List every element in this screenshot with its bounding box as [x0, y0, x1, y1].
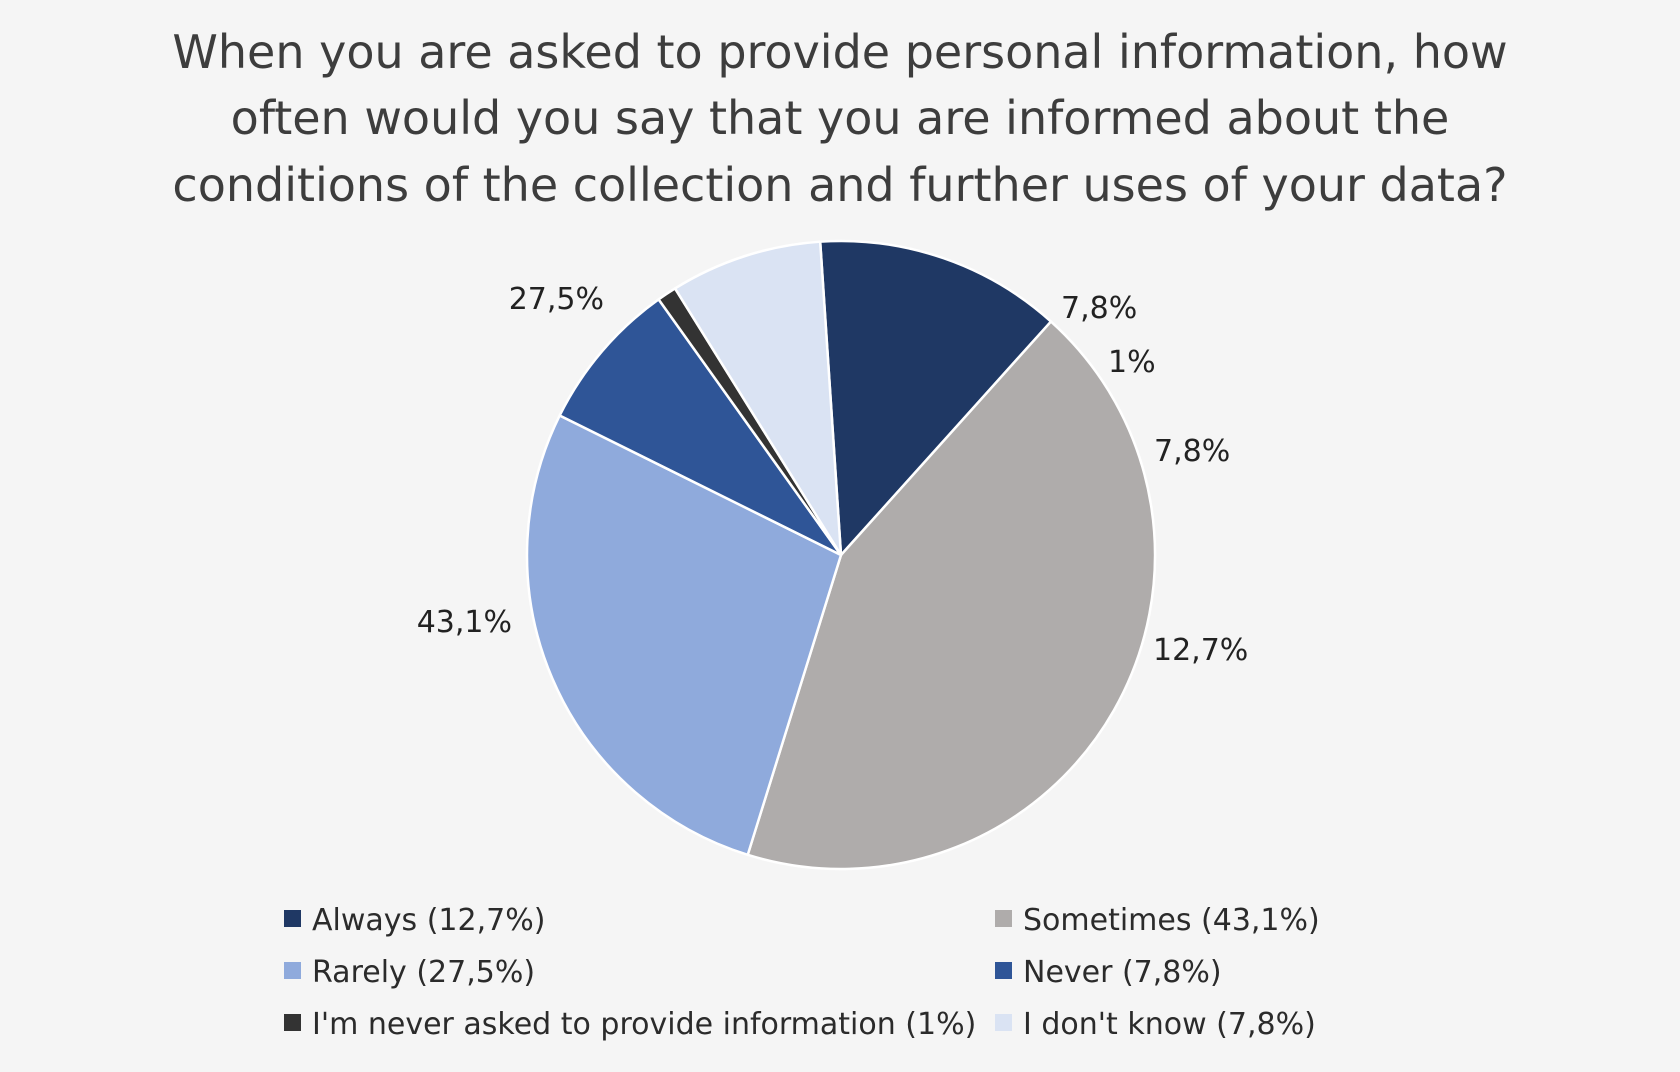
legend-swatch-1 — [284, 910, 301, 927]
chart-title-line-2: often would you say that you are informe… — [231, 91, 1450, 145]
pie-slice-3 — [525, 414, 843, 857]
legend-label-2: Sometimes (43,1%) — [1023, 903, 1320, 938]
pie-slice-4 — [558, 298, 843, 557]
chart-title: When you are asked to provide personal i… — [172, 25, 1507, 212]
data-label-4: 7,8% — [1061, 291, 1137, 326]
pie-slices — [525, 239, 1157, 871]
legend-item-3: Rarely (27,5%) — [284, 955, 535, 990]
legend-swatch-2 — [995, 910, 1012, 927]
data-labels: 12,7% 43,1% 27,5% 7,8% 1% 7,8% — [417, 282, 1249, 668]
legend: Always (12,7%) Sometimes (43,1%) Rarely (2… — [284, 903, 1320, 1042]
legend-label-1: Always (12,7%) — [312, 903, 545, 938]
chart-title-line-1: When you are asked to provide personal i… — [172, 25, 1507, 79]
pie-slice-2 — [746, 320, 1157, 871]
data-label-5: 1% — [1108, 345, 1156, 380]
legend-swatch-5 — [284, 1014, 301, 1031]
legend-label-5: I'm never asked to provide information (… — [312, 1007, 976, 1042]
legend-swatch-3 — [284, 962, 301, 979]
legend-item-2: Sometimes (43,1%) — [995, 903, 1320, 938]
legend-swatch-4 — [995, 962, 1012, 979]
pie-slice-6 — [673, 240, 843, 557]
legend-label-6: I don't know (7,8%) — [1023, 1007, 1316, 1042]
data-label-2: 43,1% — [417, 605, 512, 640]
legend-swatch-6 — [995, 1014, 1012, 1031]
legend-item-4: Never (7,8%) — [995, 955, 1222, 990]
legend-label-3: Rarely (27,5%) — [312, 955, 535, 990]
legend-label-4: Never (7,8%) — [1023, 955, 1222, 990]
chart-title-line-3: conditions of the collection and further… — [172, 158, 1507, 212]
data-label-6: 7,8% — [1154, 434, 1230, 469]
legend-item-1: Always (12,7%) — [284, 903, 545, 938]
data-label-1: 12,7% — [1153, 633, 1248, 668]
data-label-3: 27,5% — [509, 282, 604, 317]
pie-slice-1 — [818, 239, 1053, 557]
legend-item-6: I don't know (7,8%) — [995, 1007, 1316, 1042]
legend-item-5: I'm never asked to provide information (… — [284, 1007, 976, 1042]
